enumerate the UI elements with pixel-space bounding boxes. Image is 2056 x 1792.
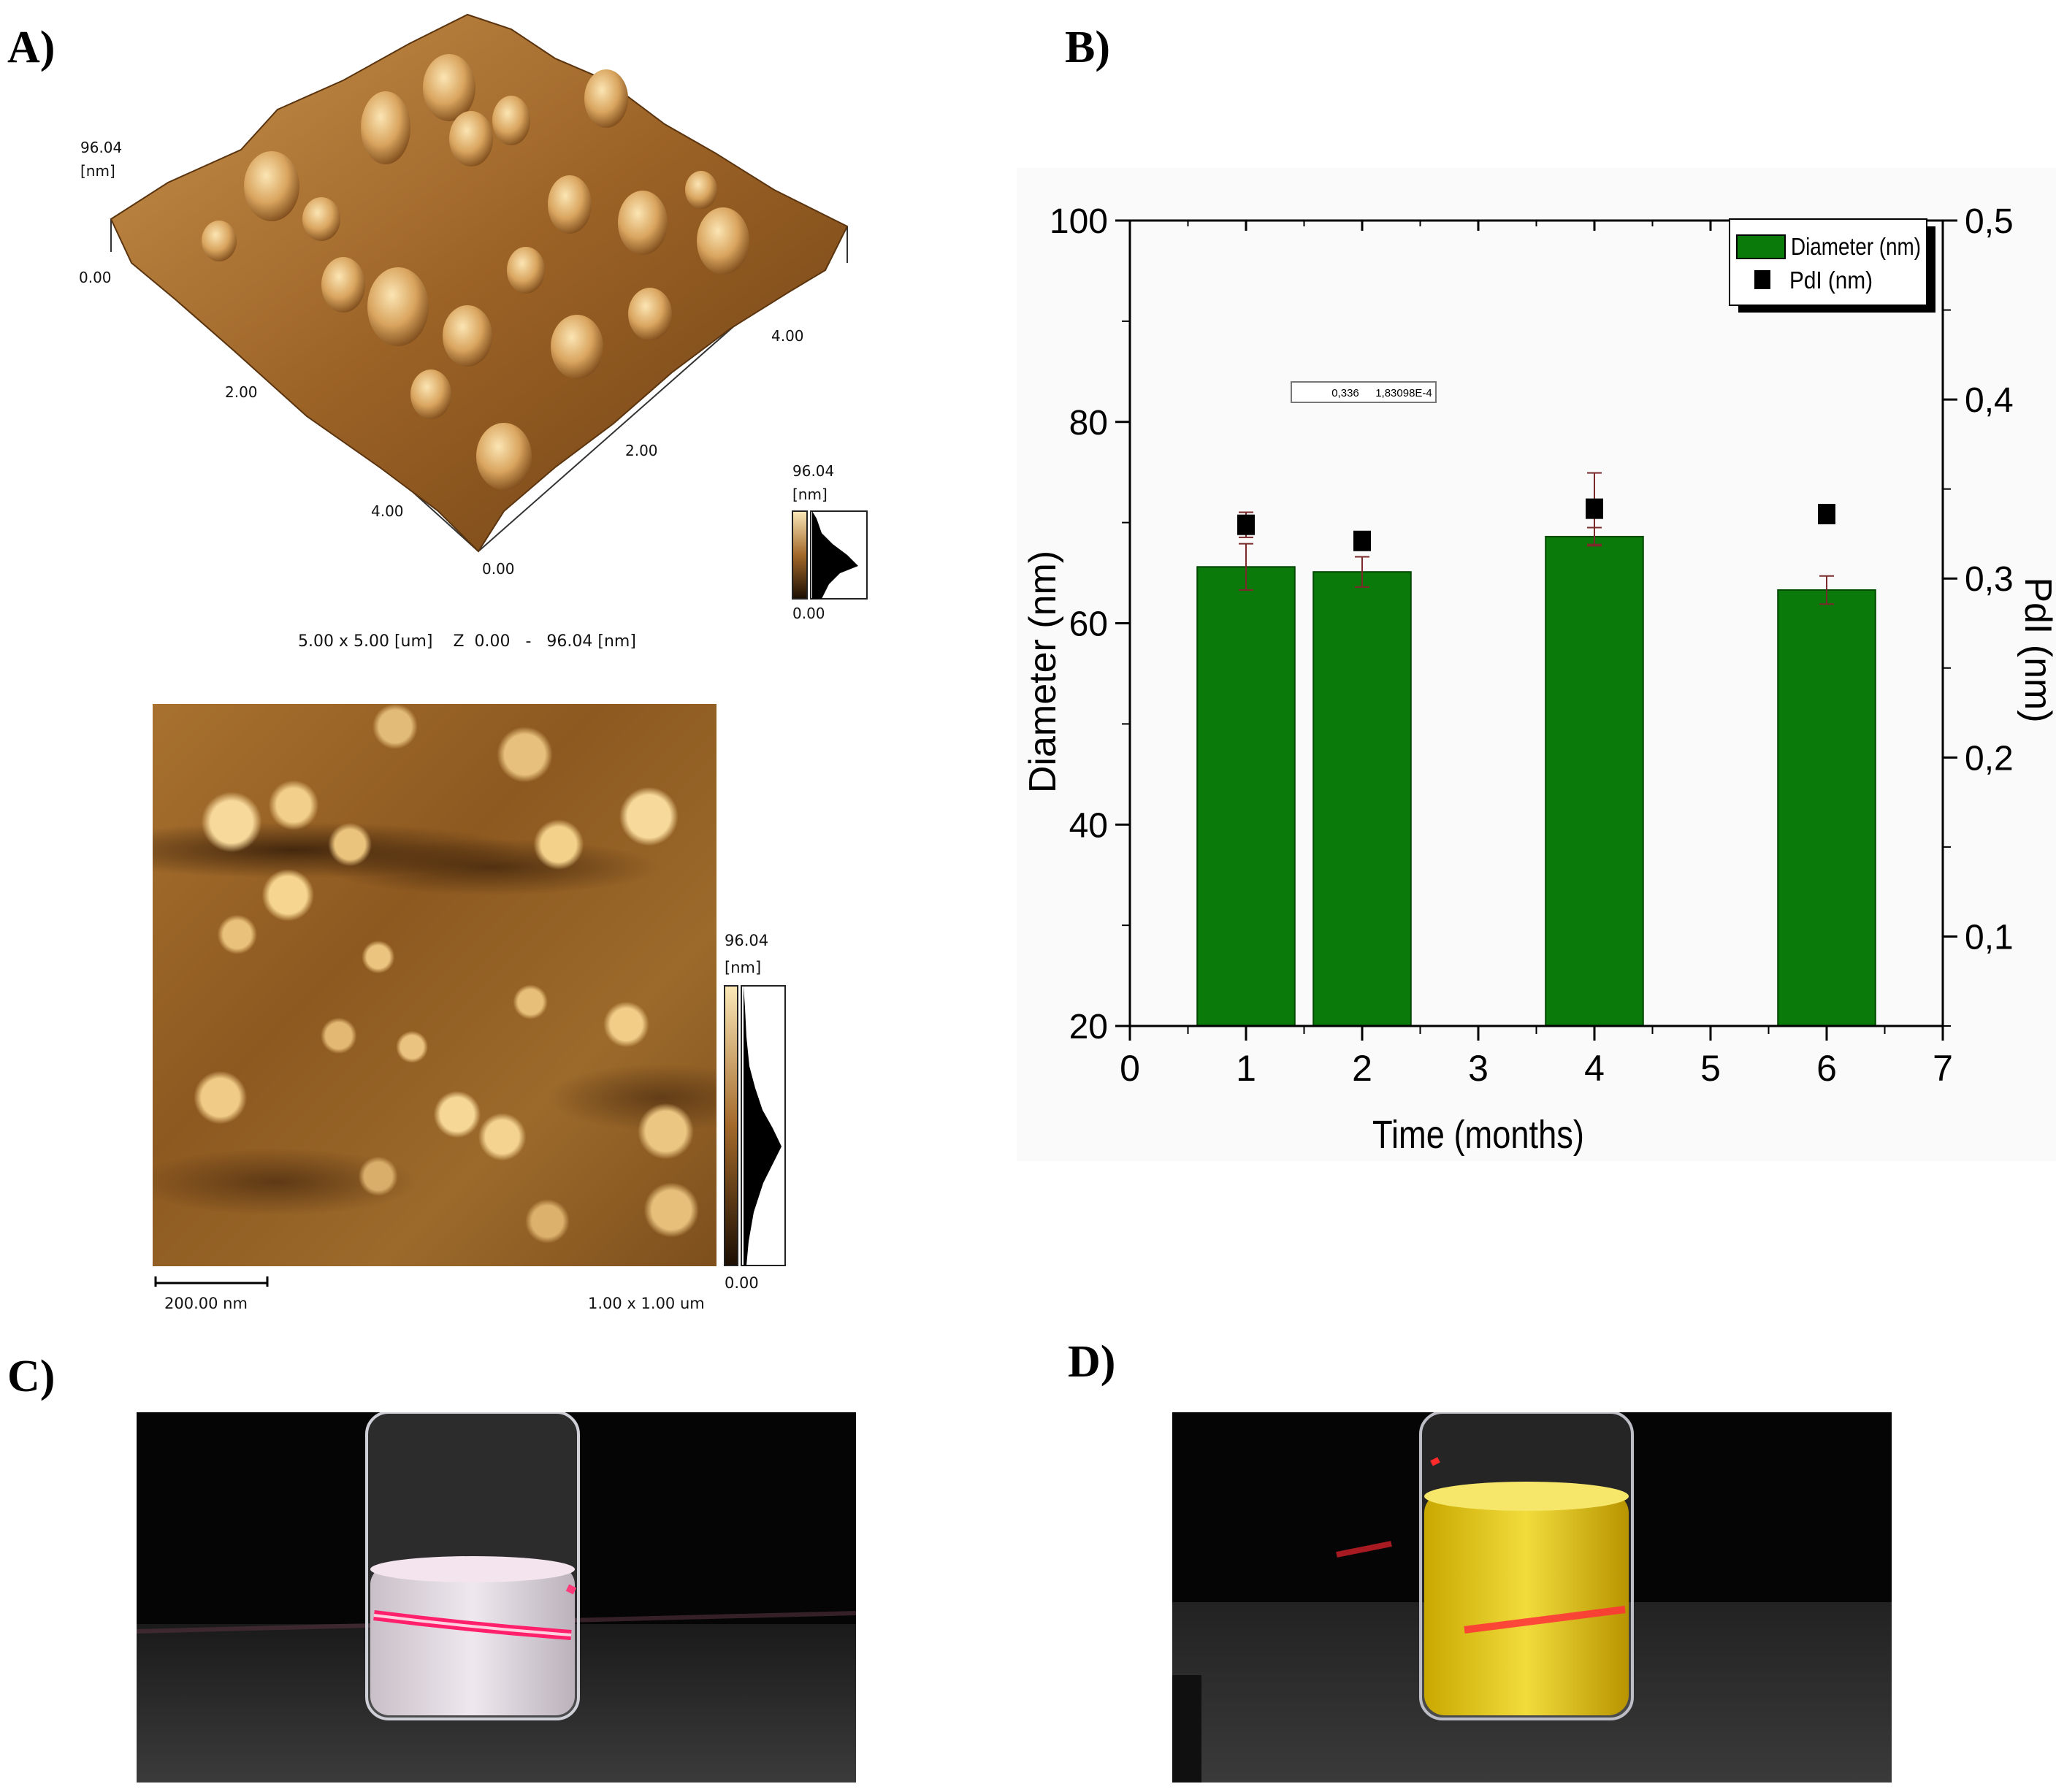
afm-2d-scalebar-label: 200.00 nm	[164, 1295, 248, 1312]
afm-2d-histogram	[744, 986, 781, 1265]
chart-background	[1017, 168, 2056, 1161]
y-right-tick-label: 0,2	[1965, 739, 2014, 778]
afm-2d-image	[153, 704, 716, 1266]
yellow-vial-laser-beam	[1464, 1606, 1626, 1634]
afm-3d-histogram	[812, 511, 858, 599]
x-tick-label: 6	[1816, 1048, 1837, 1089]
x-tick-label: 4	[1584, 1048, 1605, 1089]
y-tick-label: 60	[1069, 605, 1108, 644]
afm-3d-colorbar-min: 0.00	[792, 605, 825, 622]
y-tick-label: 40	[1069, 806, 1108, 845]
x-tick-label: 0	[1120, 1048, 1140, 1089]
photo-yellow-vial	[1172, 1412, 1892, 1783]
pdi-point-month-4	[1586, 498, 1603, 519]
clear-vial-scene	[137, 1412, 856, 1783]
y-axis-label: Diameter (nm)	[1022, 551, 1064, 793]
x-tick-label: 5	[1700, 1048, 1721, 1089]
afm-3d-tick-right-1: 2.00	[625, 442, 658, 459]
legend-diameter-swatch	[1736, 234, 1786, 259]
annotation-box: 0,336 1,83098E-4	[1291, 381, 1437, 403]
afm-3d-zmin: 0.00	[79, 269, 112, 286]
legend-diameter-label: Diameter (nm)	[1791, 233, 1921, 260]
bar-diameter-month-6	[1777, 589, 1876, 1027]
yellow-vial-scene	[1172, 1412, 1892, 1783]
x-tick-label: 3	[1468, 1048, 1489, 1089]
afm-2d-colorbar	[724, 985, 738, 1266]
afm-3d-colorbar	[792, 510, 808, 600]
panel-label-c: C)	[7, 1352, 56, 1401]
afm-2d-decorations	[154, 985, 786, 1287]
clear-vial-liquid	[370, 1566, 575, 1715]
afm-3d-zmax: 96.04	[80, 139, 123, 156]
legend-pdi-marker	[1754, 270, 1770, 289]
pdi-point-month-2	[1353, 530, 1371, 551]
x-tick-label: 2	[1352, 1048, 1372, 1089]
bar-diameter-month-2	[1312, 571, 1412, 1027]
legend-pdi-label: PdI (nm)	[1789, 267, 1873, 294]
y-tick-label: 20	[1069, 1008, 1108, 1046]
y-tick-label: 80	[1069, 404, 1108, 443]
yellow-vial-liquid	[1424, 1493, 1629, 1715]
bar-diameter-month-4	[1545, 535, 1644, 1027]
afm-3d-caption: 5.00 x 5.00 [um] Z 0.00 - 96.04 [nm]	[298, 632, 636, 651]
afm-2d-colorbar-max: 96.04	[725, 932, 769, 949]
bar-diameter-month-1	[1196, 566, 1296, 1027]
photo-clear-vial	[137, 1412, 856, 1783]
pdi-point-month-6	[1818, 503, 1835, 524]
afm-3d-peaks	[202, 54, 749, 490]
afm-3d-tick-left-2: 4.00	[371, 502, 404, 520]
panel-label-d: D)	[1068, 1337, 1116, 1387]
panel-label-b: B)	[1065, 23, 1110, 72]
afm-2d-colorbar-min: 0.00	[725, 1274, 759, 1292]
annotation-col2: 1,83098E-4	[1375, 387, 1432, 399]
x-tick-label: 1	[1236, 1048, 1256, 1089]
afm-3d-zunit: [nm]	[80, 162, 115, 180]
afm-2d-scan-size: 1.00 x 1.00 um	[588, 1295, 705, 1312]
afm-3d-origin: 0.00	[482, 560, 515, 578]
x-axis-label: Time (months)	[1372, 1113, 1584, 1157]
y-right-tick-label: 0,1	[1965, 918, 2014, 957]
chart-legend: Diameter (nm) PdI (nm)	[1729, 218, 1935, 313]
afm-2d-colorbar-unit: [nm]	[725, 959, 762, 976]
afm-3d-colorbar-max: 96.04	[792, 462, 835, 480]
y-axis-right-label: PdI (nm)	[2017, 577, 2056, 722]
y-right-tick-label: 0,5	[1965, 202, 2014, 241]
afm-3d-surface	[110, 13, 868, 600]
y-right-tick-label: 0,3	[1965, 560, 2014, 599]
afm-3d-tick-right-2: 4.00	[771, 327, 804, 345]
afm-3d-tick-left-1: 2.00	[225, 383, 258, 401]
pdi-point-month-1	[1237, 514, 1255, 535]
y-tick-label: 100	[1050, 202, 1108, 241]
x-tick-label: 7	[1933, 1048, 1953, 1089]
y-right-tick-label: 0,4	[1965, 381, 2014, 420]
panel-label-a: A)	[7, 23, 56, 72]
annotation-col1: 0,336	[1331, 387, 1359, 399]
afm-3d-colorbar-unit: [nm]	[792, 486, 828, 503]
stability-chart: 0 1 2 3 4 5 6 7 20 40 60 80 100 0,1 0,2 0,3 0,4 0,5 Time …	[1017, 168, 2056, 1161]
afm-3d-terrain	[110, 13, 849, 553]
